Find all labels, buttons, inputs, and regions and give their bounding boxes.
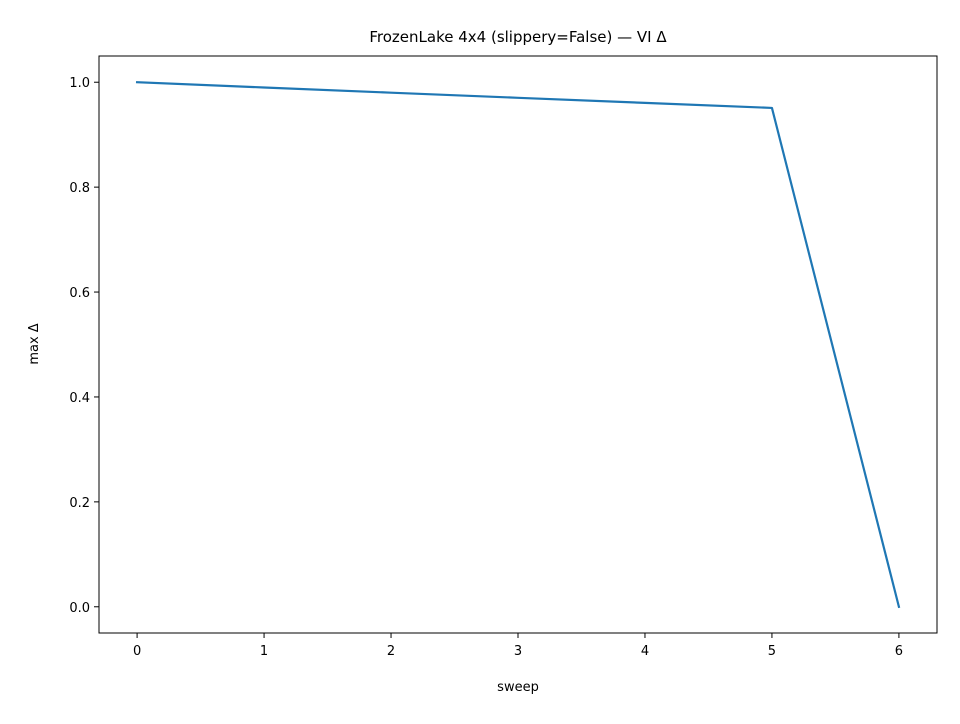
y-axis: 0.0 0.2 0.4 0.6 0.8 1.0 [69, 76, 99, 616]
y-tick-label: 1.0 [69, 76, 90, 91]
x-tick-label: 2 [387, 644, 395, 659]
y-tick-label: 0.6 [69, 286, 90, 301]
x-tick-label: 3 [514, 644, 522, 659]
y-tick-label: 0.4 [69, 391, 90, 406]
x-tick-label: 5 [768, 644, 776, 659]
y-tick-label: 0.2 [69, 496, 90, 511]
x-tick-label: 1 [260, 644, 268, 659]
x-tick-label: 4 [641, 644, 649, 659]
x-axis: 0 1 2 3 4 5 6 [133, 633, 903, 659]
chart-title: FrozenLake 4x4 (slippery=False) — VI Δ [369, 28, 667, 46]
axes-frame [98, 55, 938, 634]
y-axis-title: max Δ [27, 323, 42, 364]
y-tick-label: 0.0 [69, 601, 90, 616]
y-tick-label: 0.8 [69, 181, 90, 196]
series-line [135, 81, 901, 609]
x-axis-title: sweep [497, 680, 539, 695]
plot-area [98, 55, 938, 634]
x-tick-label: 6 [895, 644, 903, 659]
x-tick-label: 0 [133, 644, 141, 659]
series-layer [135, 81, 901, 609]
